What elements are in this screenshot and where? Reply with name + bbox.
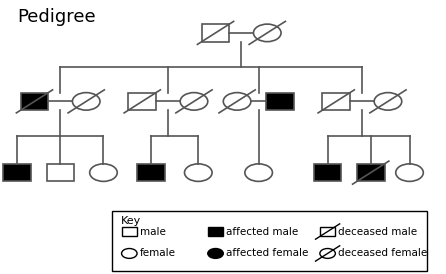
- Text: Pedigree: Pedigree: [17, 8, 96, 26]
- Text: affected female: affected female: [226, 249, 309, 258]
- Circle shape: [374, 93, 402, 110]
- Bar: [137, 164, 165, 181]
- Bar: [266, 93, 294, 110]
- Bar: [21, 93, 48, 110]
- Bar: [314, 164, 341, 181]
- Circle shape: [72, 93, 100, 110]
- Bar: [357, 164, 384, 181]
- Circle shape: [90, 164, 117, 181]
- Circle shape: [253, 24, 281, 42]
- Circle shape: [185, 164, 212, 181]
- Bar: [322, 93, 350, 110]
- Bar: [112, 211, 427, 271]
- Circle shape: [208, 249, 223, 258]
- Circle shape: [245, 164, 273, 181]
- Bar: [128, 93, 156, 110]
- Text: deceased female: deceased female: [339, 249, 428, 258]
- Bar: [202, 24, 229, 42]
- Bar: [122, 227, 137, 236]
- Text: deceased male: deceased male: [339, 227, 417, 236]
- Circle shape: [122, 249, 137, 258]
- Circle shape: [223, 93, 251, 110]
- Bar: [320, 227, 335, 236]
- Bar: [208, 227, 223, 236]
- Circle shape: [180, 93, 208, 110]
- Circle shape: [396, 164, 423, 181]
- Bar: [46, 164, 74, 181]
- Text: Key: Key: [121, 216, 141, 226]
- Text: female: female: [140, 249, 176, 258]
- Bar: [4, 164, 31, 181]
- Text: affected male: affected male: [226, 227, 298, 236]
- Circle shape: [320, 249, 335, 258]
- Text: male: male: [140, 227, 166, 236]
